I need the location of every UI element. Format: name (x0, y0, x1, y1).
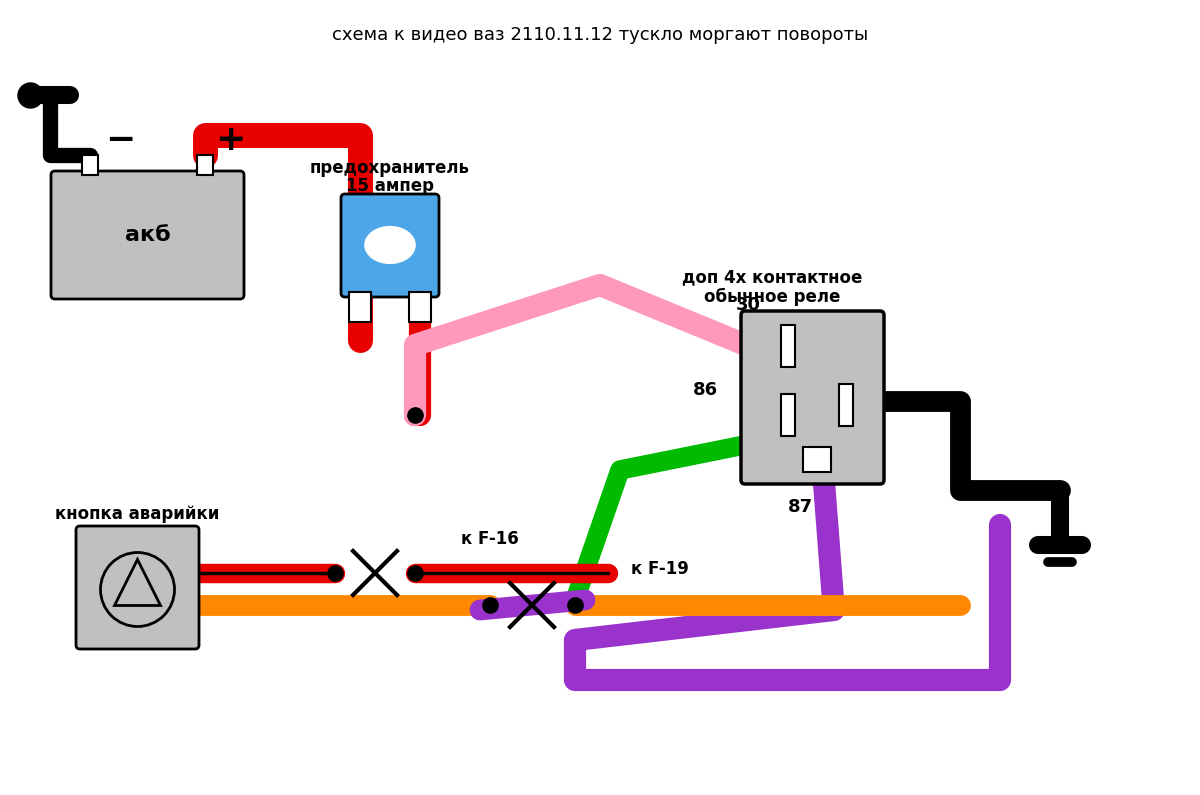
Text: акб: акб (125, 225, 170, 245)
Text: 30: 30 (736, 296, 761, 314)
FancyBboxPatch shape (76, 526, 199, 649)
Bar (781, 394, 796, 436)
Text: обычное реле: обычное реле (704, 288, 841, 306)
Bar (82, 155, 98, 175)
Text: 15 ампер: 15 ампер (346, 177, 434, 195)
Text: к F-16: к F-16 (461, 530, 518, 548)
Bar (839, 384, 853, 426)
FancyBboxPatch shape (742, 311, 884, 484)
Text: −: − (104, 123, 136, 157)
Bar (409, 292, 431, 322)
Text: предохранитель: предохранитель (310, 159, 470, 177)
Text: к F-19: к F-19 (631, 560, 689, 578)
Text: 87: 87 (787, 498, 812, 516)
Text: кнопка аварийки: кнопка аварийки (55, 505, 220, 523)
Text: 86: 86 (692, 381, 718, 399)
FancyBboxPatch shape (341, 194, 439, 297)
Ellipse shape (365, 227, 415, 263)
Text: +: + (215, 123, 245, 157)
Text: схема к видео ваз 2110.11.12 тускло моргают повороты: схема к видео ваз 2110.11.12 тускло морг… (332, 26, 868, 44)
Bar (781, 325, 796, 367)
Bar (197, 155, 214, 175)
Text: доп 4х контактное: доп 4х контактное (683, 268, 863, 286)
FancyBboxPatch shape (50, 171, 244, 299)
Bar (349, 292, 371, 322)
Bar (803, 447, 830, 472)
